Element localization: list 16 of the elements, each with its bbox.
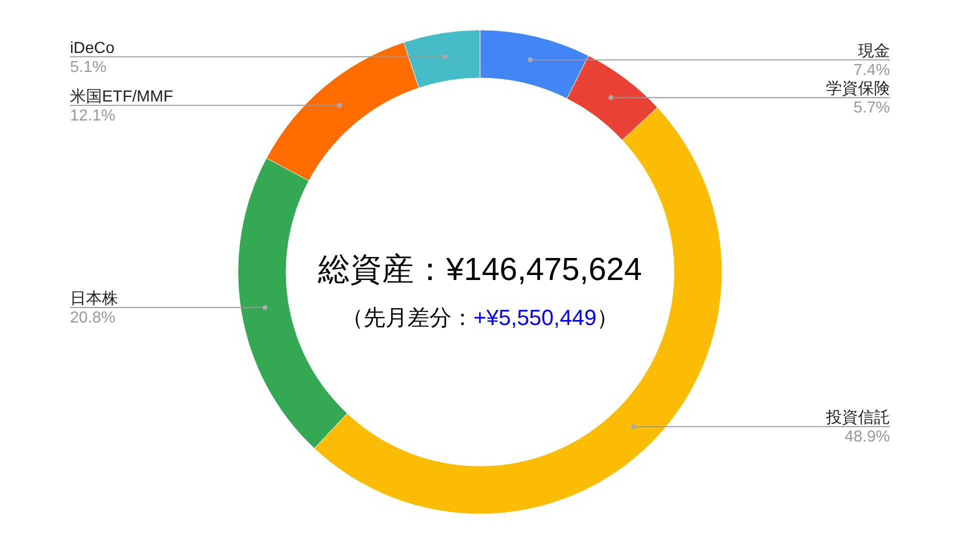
slice-label: 日本株 [70,289,118,308]
text: ） [596,305,618,330]
slice-label: 現金 [858,42,890,60]
data-label: 48.9% [844,428,890,446]
data-label: 5.1% [70,58,106,76]
data-label: 5.7% [854,100,890,117]
data-label: 20.8% [70,309,116,326]
data-label: 7.4% [854,62,890,79]
text: 総資産：¥146,475,624 [317,251,642,287]
data-label: 12.1% [70,107,116,124]
slice-label: 投資信託 [825,408,890,427]
text: +¥5,550,449 [474,305,596,330]
slice-label: 学資保険 [826,80,890,98]
slice-label: 米国ETF/MMF [70,87,174,106]
slice-label: iDeCo [70,40,115,57]
text: （先月差分： [342,305,474,330]
